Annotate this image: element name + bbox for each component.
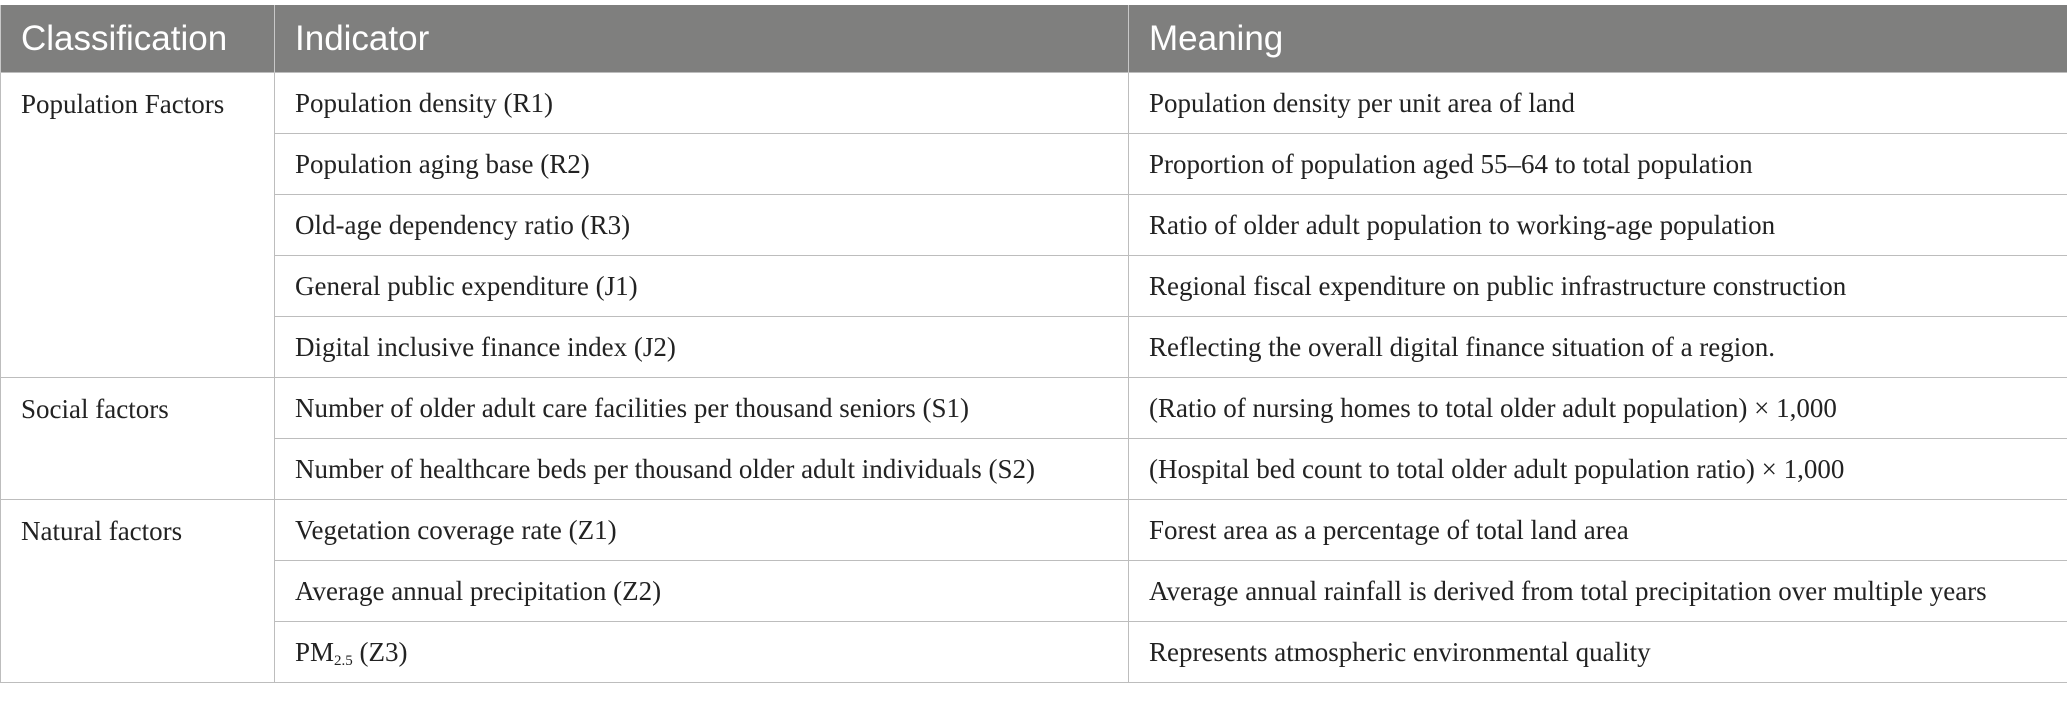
table-header: Classification Indicator Meaning [0,5,2067,73]
classification-cell: Social factors [0,377,275,500]
header-row: Classification Indicator Meaning [0,5,2067,73]
table-row: Population aging base (R2) Proportion of… [1,133,2067,195]
meaning-cell: Population density per unit area of land [1128,72,2067,134]
indicator-cell: Number of healthcare beds per thousand o… [274,438,1129,500]
classification-cell: Population Factors [0,72,275,378]
table-row: Social factors Number of older adult car… [0,377,2067,500]
table-row: Average annual precipitation (Z2) Averag… [1,560,2067,622]
classification-cell: Natural factors [0,499,275,683]
table-row: Old-age dependency ratio (R3) Ratio of o… [1,194,2067,256]
table-body: Population Factors Population density (R… [0,72,2067,683]
meaning-cell: Reflecting the overall digital finance s… [1128,316,2067,378]
indicator-cell: Digital inclusive finance index (J2) [274,316,1129,378]
indicator-cell: Vegetation coverage rate (Z1) [274,499,1129,561]
indicator-cell: Population density (R1) [274,72,1129,134]
header-indicator: Indicator [274,5,1129,73]
meaning-cell: (Ratio of nursing homes to total older a… [1128,377,2067,439]
indicator-cell: Number of older adult care facilities pe… [274,377,1129,439]
table-row: General public expenditure (J1) Regional… [1,255,2067,317]
meaning-cell: Forest area as a percentage of total lan… [1128,499,2067,561]
indicator-cell: General public expenditure (J1) [274,255,1129,317]
meaning-cell: Ratio of older adult population to worki… [1128,194,2067,256]
meaning-cell: (Hospital bed count to total older adult… [1128,438,2067,500]
indicator-cell: Population aging base (R2) [274,133,1129,195]
table-row: Number of healthcare beds per thousand o… [1,438,2067,500]
table-row: PM2.5 (Z3) Represents atmospheric enviro… [1,621,2067,683]
header-meaning: Meaning [1128,5,2067,73]
indicator-cell: Average annual precipitation (Z2) [274,560,1129,622]
meaning-cell: Regional fiscal expenditure on public in… [1128,255,2067,317]
meaning-cell: Represents atmospheric environmental qua… [1128,621,2067,683]
indicator-pm-code: (Z3) [352,636,408,667]
header-classification: Classification [0,5,275,73]
meaning-cell: Proportion of population aged 55–64 to t… [1128,133,2067,195]
indicator-table: Classification Indicator Meaning Populat… [0,5,2067,683]
table-row: Population Factors Population density (R… [0,72,2067,378]
table-row: Digital inclusive finance index (J2) Ref… [1,316,2067,378]
indicator-pm-subscript: 2.5 [334,652,353,669]
indicator-cell: PM2.5 (Z3) [274,621,1129,683]
indicator-table-container: Classification Indicator Meaning Populat… [0,5,2067,683]
meaning-cell: Average annual rainfall is derived from … [1128,560,2067,622]
indicator-cell: Old-age dependency ratio (R3) [274,194,1129,256]
table-row: Natural factors Vegetation coverage rate… [0,499,2067,683]
indicator-pm-label: PM [295,636,335,667]
